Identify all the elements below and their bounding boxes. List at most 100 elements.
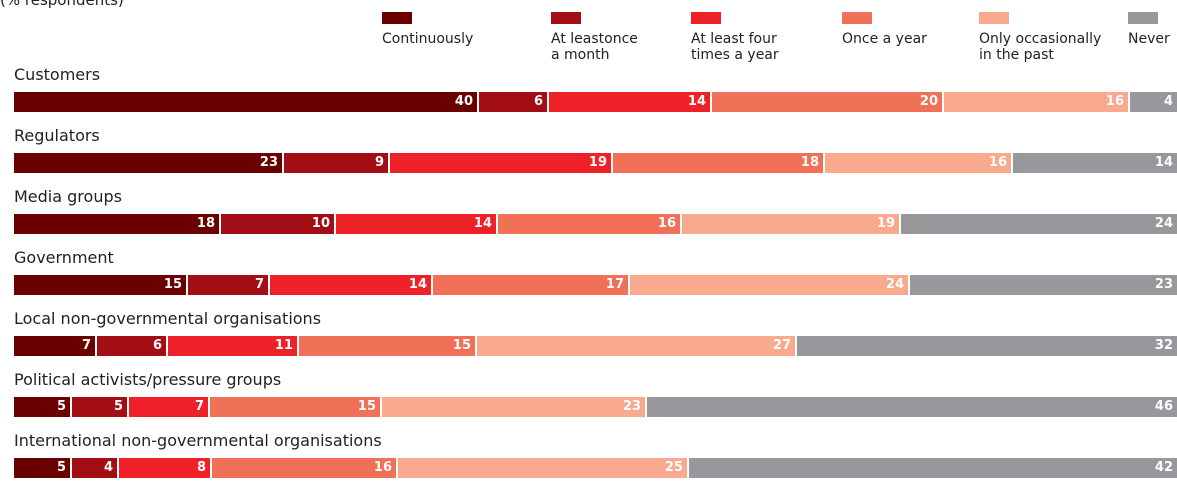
legend-swatch xyxy=(979,12,1009,24)
bar-segment: 15 xyxy=(14,275,188,295)
legend-swatch xyxy=(842,12,872,24)
data-label: 27 xyxy=(772,338,791,353)
data-label: 5 xyxy=(113,399,123,414)
data-label: 7 xyxy=(194,399,204,414)
data-label: 14 xyxy=(1154,155,1173,170)
data-label: 19 xyxy=(876,216,895,231)
bar-segment: 10 xyxy=(221,214,336,234)
bar-segment: 40 xyxy=(14,92,479,112)
data-label: 11 xyxy=(274,338,293,353)
legend-label: Once a year xyxy=(842,31,927,47)
data-label: 42 xyxy=(1154,460,1173,475)
legend-label: At leastonce a month xyxy=(551,31,638,63)
legend-label: Never xyxy=(1128,31,1170,47)
bar-segment: 17 xyxy=(433,275,630,295)
data-label: 24 xyxy=(885,277,904,292)
category-label: Government xyxy=(14,248,114,267)
legend-swatch xyxy=(382,12,412,24)
bar-segment: 7 xyxy=(14,336,97,356)
category-label: Regulators xyxy=(14,126,100,145)
data-label: 23 xyxy=(622,399,641,414)
bar-segment: 23 xyxy=(14,153,284,173)
legend-item: At least four times a year xyxy=(691,12,779,63)
data-label: 25 xyxy=(664,460,683,475)
category-label: International non-governmental organisat… xyxy=(14,431,382,450)
data-label: 4 xyxy=(1163,94,1173,109)
data-label: 18 xyxy=(196,216,215,231)
data-label: 17 xyxy=(605,277,624,292)
data-label: 46 xyxy=(1154,399,1173,414)
bar-segment: 6 xyxy=(97,336,168,356)
data-label: 20 xyxy=(919,94,938,109)
data-label: 4 xyxy=(103,460,113,475)
bar-segment: 14 xyxy=(270,275,433,295)
data-label: 18 xyxy=(800,155,819,170)
data-label: 24 xyxy=(1154,216,1173,231)
legend-swatch xyxy=(551,12,581,24)
bar-segment: 23 xyxy=(382,397,647,417)
data-label: 16 xyxy=(1105,94,1124,109)
stacked-bar: 23 9 19 18 16 14 xyxy=(14,153,1177,173)
legend-item: Once a year xyxy=(842,12,927,47)
bar-segment: 15 xyxy=(210,397,382,417)
bar-segment: 16 xyxy=(944,92,1130,112)
data-label: 14 xyxy=(473,216,492,231)
bar-segment: 19 xyxy=(390,153,613,173)
bar-segment: 5 xyxy=(14,397,72,417)
bar-segment: 16 xyxy=(825,153,1013,173)
data-label: 7 xyxy=(254,277,264,292)
data-label: 16 xyxy=(657,216,676,231)
data-label: 5 xyxy=(56,399,66,414)
data-label: 15 xyxy=(357,399,376,414)
bar-segment: 7 xyxy=(129,397,210,417)
bar-segment: 19 xyxy=(682,214,901,234)
bar-segment: 15 xyxy=(299,336,477,356)
bar-segment: 23 xyxy=(910,275,1177,295)
bar-segment: 5 xyxy=(14,458,72,478)
category-label: Customers xyxy=(14,65,101,84)
category-label: Political activists/pressure groups xyxy=(14,370,282,389)
data-label: 32 xyxy=(1154,338,1173,353)
bar-segment: 16 xyxy=(498,214,682,234)
bar-segment: 4 xyxy=(72,458,119,478)
bar-segment: 24 xyxy=(630,275,910,295)
bar-segment: 8 xyxy=(119,458,212,478)
data-label: 5 xyxy=(56,460,66,475)
data-label: 14 xyxy=(687,94,706,109)
bar-segment: 32 xyxy=(797,336,1177,356)
data-label: 6 xyxy=(533,94,543,109)
bar-segment: 46 xyxy=(647,397,1177,417)
data-label: 8 xyxy=(196,460,206,475)
data-label: 23 xyxy=(1154,277,1173,292)
legend-label: Continuously xyxy=(382,31,474,47)
legend-swatch xyxy=(691,12,721,24)
category-label: Media groups xyxy=(14,187,122,206)
bar-segment: 24 xyxy=(901,214,1177,234)
bar-segment: 27 xyxy=(477,336,797,356)
legend-item: Never xyxy=(1128,12,1170,47)
data-label: 23 xyxy=(259,155,278,170)
stacked-bar: 7 6 11 15 27 32 xyxy=(14,336,1177,356)
bar-segment: 9 xyxy=(284,153,390,173)
data-label: 15 xyxy=(452,338,471,353)
bar-segment: 25 xyxy=(398,458,689,478)
data-label: 16 xyxy=(373,460,392,475)
data-label: 40 xyxy=(454,94,473,109)
legend-swatch xyxy=(1128,12,1158,24)
data-label: 6 xyxy=(152,338,162,353)
bar-segment: 14 xyxy=(336,214,498,234)
bar-segment: 4 xyxy=(1130,92,1177,112)
legend-item: At leastonce a month xyxy=(551,12,638,63)
bar-segment: 14 xyxy=(1013,153,1177,173)
data-label: 14 xyxy=(408,277,427,292)
data-label: 19 xyxy=(588,155,607,170)
stacked-bar: 15 7 14 17 24 23 xyxy=(14,275,1177,295)
stacked-bar: 18 10 14 16 19 24 xyxy=(14,214,1177,234)
bar-segment: 16 xyxy=(212,458,398,478)
data-label: 7 xyxy=(81,338,91,353)
stacked-bar: 40 6 14 20 16 4 xyxy=(14,92,1177,112)
legend-item: Only occasionally in the past xyxy=(979,12,1101,63)
chart-subtitle: (% respondents) xyxy=(0,0,124,9)
bar-segment: 20 xyxy=(712,92,944,112)
bar-segment: 14 xyxy=(549,92,712,112)
